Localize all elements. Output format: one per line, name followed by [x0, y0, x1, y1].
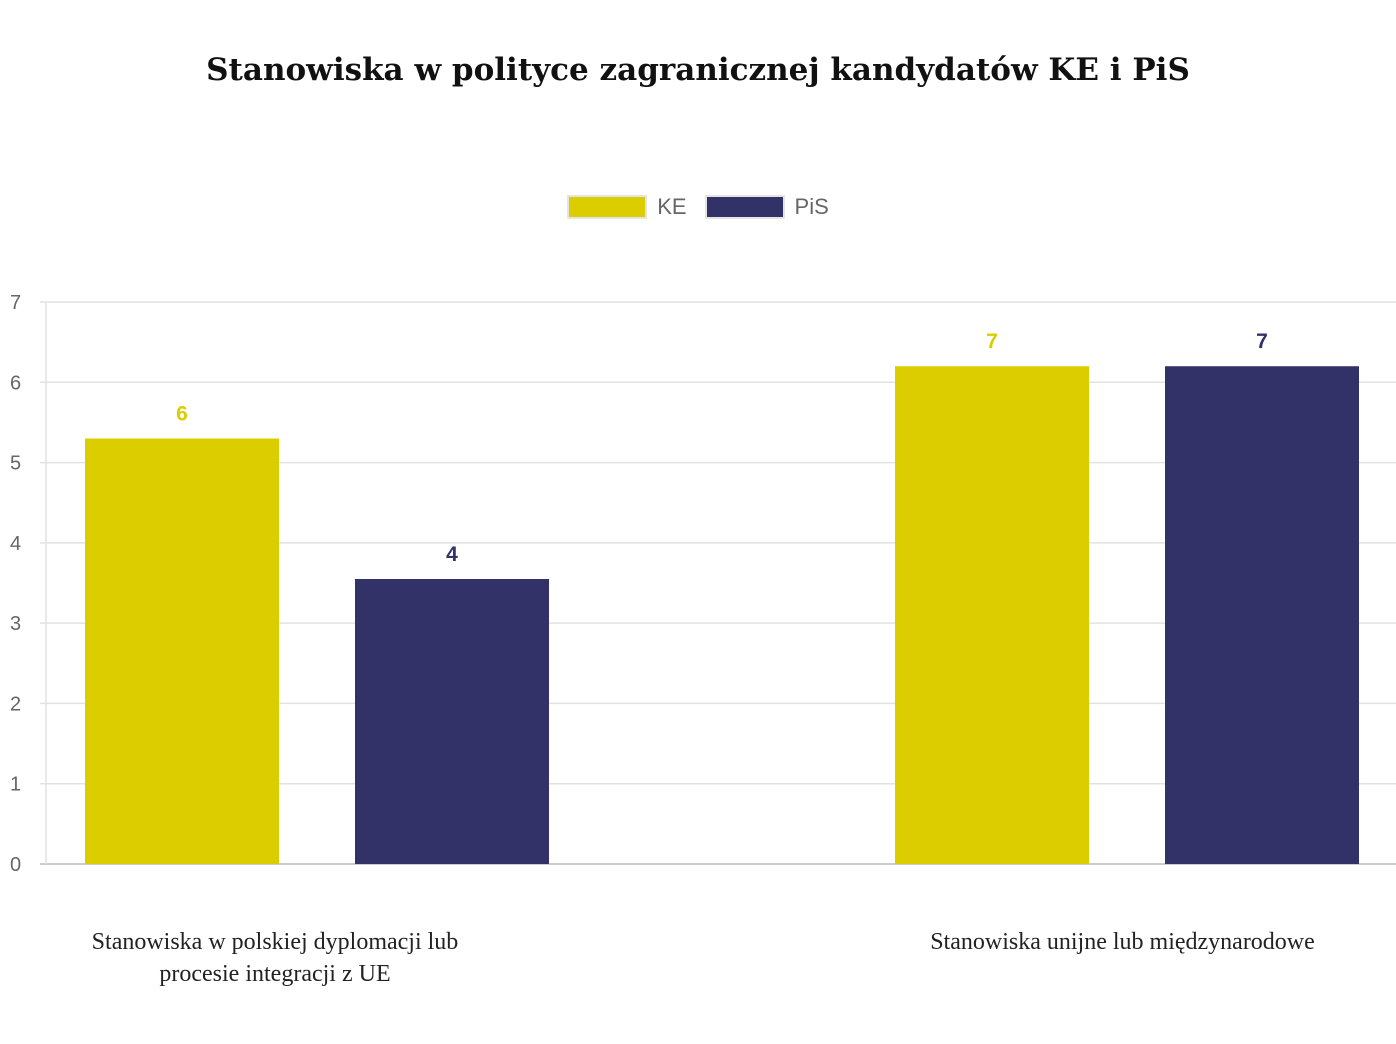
y-tick-7: 7: [10, 292, 21, 314]
y-tick-3: 3: [10, 613, 21, 635]
bar-ke-cat1: [85, 438, 279, 864]
y-tick-0: 0: [10, 854, 21, 876]
legend-swatch-ke: [567, 195, 648, 219]
category-label-1-line-1: Stanowiska w polskiej dyplomacji lub: [91, 929, 459, 955]
data-label-pis-cat1: 4: [446, 543, 458, 566]
data-label-ke-cat1: 6: [176, 402, 188, 425]
category-label-1-line-2: procesie integracji z UE: [159, 961, 391, 987]
category-label-2: Stanowiska unijne lub międzynarodowe: [860, 926, 1385, 958]
bar-pis-cat2: [1165, 366, 1359, 864]
y-tick-2: 2: [10, 693, 21, 715]
bar-pis-cat1: [355, 578, 549, 864]
y-tick-4: 4: [10, 533, 21, 555]
chart-title: Stanowiska w polityce zagranicznej kandy…: [206, 52, 1190, 88]
bar-ke-cat2: [895, 366, 1089, 864]
legend-label-ke: KE: [657, 194, 687, 219]
legend-item-pis[interactable]: PiS: [704, 194, 829, 220]
y-tick-5: 5: [10, 453, 21, 475]
y-tick-6: 6: [10, 372, 21, 394]
legend-swatch-pis: [704, 195, 785, 219]
legend: KE PiS: [0, 194, 1396, 220]
category-label-1: Stanowiska w polskiej dyplomacji lub pro…: [30, 926, 520, 990]
y-tick-1: 1: [10, 774, 21, 796]
legend-item-ke[interactable]: KE: [567, 194, 687, 220]
data-label-ke-cat2: 7: [986, 330, 998, 353]
legend-label-pis: PiS: [794, 194, 829, 219]
data-label-pis-cat2: 7: [1256, 330, 1268, 353]
category-label-2-line-1: Stanowiska unijne lub międzynarodowe: [930, 929, 1315, 955]
